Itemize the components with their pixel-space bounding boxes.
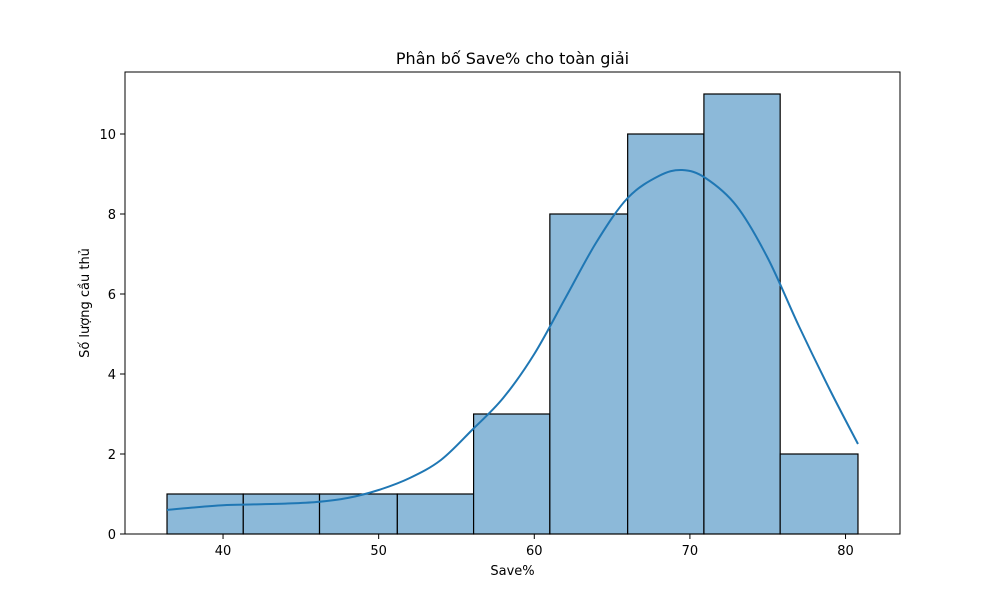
x-axis-label: Save% [490, 564, 534, 579]
histogram-bar-0 [166, 493, 244, 535]
y-axis-ticks: 0 2 4 6 8 10 [99, 128, 125, 543]
histogram-bar-6 [627, 133, 705, 535]
x-tick-label: 60 [526, 544, 543, 559]
bars-group [166, 93, 859, 535]
y-tick-label: 2 [108, 448, 116, 463]
histogram-bar-1 [242, 493, 321, 535]
y-tick-label: 4 [108, 368, 116, 383]
histogram-bar-7 [703, 93, 781, 535]
y-tick-label: 10 [99, 128, 116, 143]
x-tick-label: 80 [837, 544, 854, 559]
y-tick-label: 0 [108, 528, 116, 543]
histogram-bar-5 [549, 213, 629, 535]
y-tick-label: 8 [108, 208, 116, 223]
x-tick-label: 50 [370, 544, 387, 559]
x-tick-label: 70 [682, 544, 699, 559]
x-axis-ticks: 40 50 60 70 80 [215, 534, 854, 559]
histogram-bar-4 [472, 413, 551, 535]
histogram-bar-3 [396, 493, 475, 535]
chart-title: Phân bố Save% cho toàn giải [396, 49, 629, 68]
histogram-bar-8 [779, 453, 859, 535]
x-tick-label: 40 [215, 544, 232, 559]
plot-area-frame [124, 71, 901, 535]
kde-curve [166, 168, 859, 511]
y-axis-label: Số lượng cầu thủ [78, 248, 93, 358]
y-tick-label: 6 [108, 288, 116, 303]
